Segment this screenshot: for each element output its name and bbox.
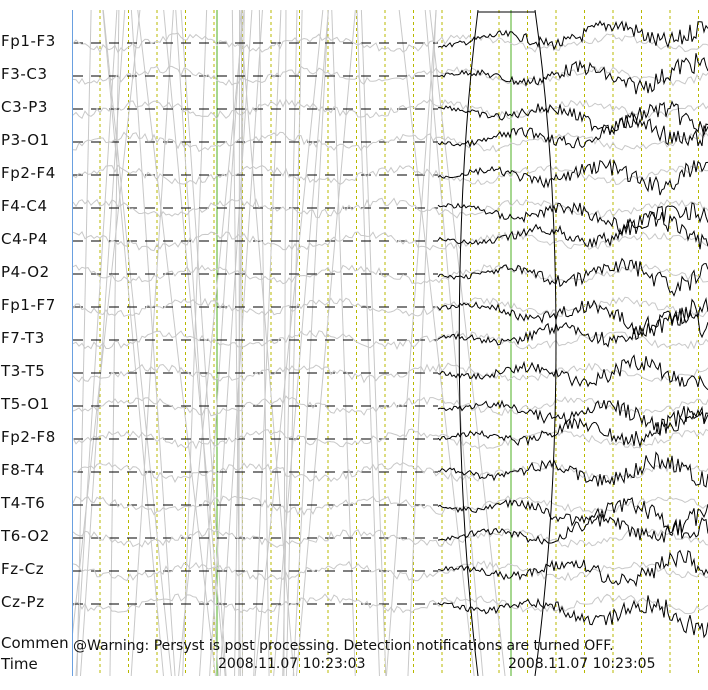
eeg-trace-area[interactable] <box>72 10 708 676</box>
channel-trace <box>438 53 708 95</box>
channel-trace-ghost <box>73 65 708 87</box>
artifact-line <box>102 10 172 676</box>
channel-label: P3-O1 <box>1 131 50 149</box>
artifact-sweep <box>534 10 557 676</box>
channel-trace <box>437 20 708 51</box>
artifact-line <box>209 10 253 676</box>
channel-trace-ghost <box>73 461 708 483</box>
channel-label: T5-O1 <box>1 395 50 413</box>
channel-trace-ghost <box>73 528 708 548</box>
channel-label: Fp1-F7 <box>1 296 56 314</box>
channel-label: C3-P3 <box>1 98 49 116</box>
artifact-line <box>180 10 227 676</box>
channel-label: F8-T4 <box>1 461 45 479</box>
eeg-traces[interactable] <box>73 10 708 676</box>
artifact-line <box>283 10 287 676</box>
channel-trace-ghost <box>73 495 708 516</box>
artifact-line <box>254 10 324 676</box>
artifact-line <box>407 10 437 676</box>
artifact-line <box>331 10 356 676</box>
channel-trace <box>437 451 708 488</box>
artifact-line <box>292 10 329 676</box>
timestamp-1: 2008.11.07 10:23:03 <box>218 656 366 672</box>
artifact-line <box>73 10 141 635</box>
artifact-line <box>356 10 380 676</box>
channel-trace-ghost <box>73 197 708 219</box>
artifact-line <box>199 10 243 676</box>
channel-trace <box>437 549 708 588</box>
artifact-line <box>239 10 295 676</box>
artifact-line <box>273 10 329 676</box>
channel-label: C4-P4 <box>1 230 49 248</box>
channel-trace-ghost <box>73 263 708 285</box>
channel-trace-ghost <box>73 32 708 54</box>
channel-trace <box>437 112 708 149</box>
channel-label: Fp2-F8 <box>1 428 56 446</box>
channel-label: F4-C4 <box>1 197 48 215</box>
channel-label: F7-T3 <box>1 329 45 347</box>
channel-trace-ghost <box>73 560 708 582</box>
channel-trace-ghost <box>73 428 708 450</box>
channel-trace <box>437 399 708 436</box>
channel-trace <box>437 503 708 545</box>
channel-trace-ghost <box>73 362 708 384</box>
timestamp-2: 2008.11.07 10:23:05 <box>508 656 656 672</box>
artifact-line <box>385 10 437 676</box>
channel-trace <box>437 496 708 540</box>
artifact-line <box>295 10 356 676</box>
channel-label: T4-T6 <box>1 494 46 512</box>
channel-label: T3-T5 <box>1 362 46 380</box>
comment-row-label: Commen <box>1 634 69 652</box>
artifact-line <box>219 10 263 676</box>
channel-label: Fp1-F3 <box>1 32 56 50</box>
channel-trace <box>437 158 708 196</box>
artifact-line <box>175 10 219 676</box>
channel-label: F3-C3 <box>1 65 48 83</box>
artifact-line <box>76 10 92 676</box>
time-row-label: Time <box>1 655 38 673</box>
channel-trace-ghost <box>73 131 708 153</box>
artifact-line <box>130 10 176 676</box>
channel-labels: Fp1-F3 F3-C3 C3-P3 P3-O1 Fp2-F4 F4-C4 C4-P4 P4-… <box>0 0 72 690</box>
channel-label: Cz-Pz <box>1 593 45 611</box>
artifact-line <box>285 10 303 676</box>
channel-trace <box>437 595 708 639</box>
artifact-line <box>75 10 118 676</box>
artifact-line <box>429 10 506 676</box>
channel-trace-ghost <box>73 164 708 186</box>
channel-trace <box>437 201 708 235</box>
artifact-line <box>163 10 226 676</box>
channel-trace <box>437 100 708 137</box>
channel-label: P4-O2 <box>1 263 50 281</box>
channel-trace <box>437 257 708 297</box>
channel-label: Fz-Cz <box>1 560 45 578</box>
channel-trace <box>437 354 708 391</box>
channel-trace-ghost <box>73 98 708 120</box>
channel-label: T6-O2 <box>1 527 50 545</box>
channel-trace <box>437 405 708 448</box>
channel-trace <box>437 210 708 250</box>
channel-trace <box>437 297 708 337</box>
channel-trace <box>437 307 708 348</box>
channel-trace-ghost <box>73 230 708 252</box>
warning-comment: @Warning: Persyst is post processing. De… <box>73 638 614 654</box>
channel-trace-ghost <box>73 296 708 318</box>
artifact-sweep <box>458 10 479 676</box>
artifact-line <box>130 10 174 676</box>
channel-trace-ghost <box>73 593 708 615</box>
artifact-line <box>360 10 387 676</box>
artifact-line <box>258 10 270 676</box>
channel-label: Fp2-F4 <box>1 164 56 182</box>
artifact-line <box>234 10 245 676</box>
artifact-line <box>240 10 243 676</box>
